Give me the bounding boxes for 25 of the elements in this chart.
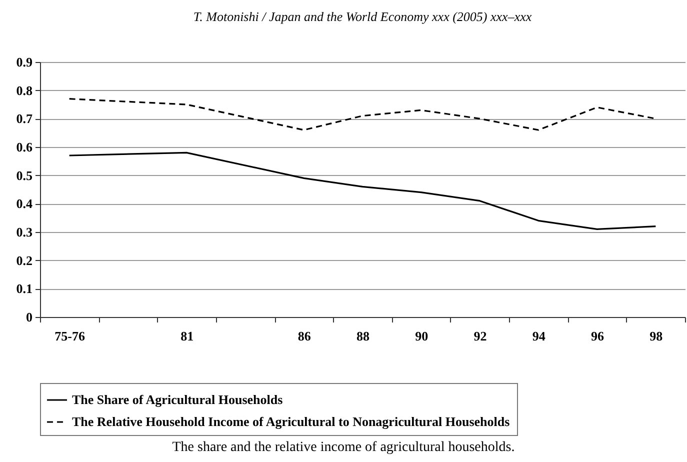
x-tick-label: 88 [356, 328, 370, 344]
y-tick-label: 0.2 [16, 252, 32, 268]
y-tick-label: 0.8 [16, 82, 33, 98]
x-tick-label: 75-76 [54, 328, 86, 344]
y-tick-label: 0.9 [16, 54, 33, 70]
line-series [68, 152, 656, 230]
y-tick-label: 0.1 [16, 281, 32, 296]
text: The share and the relative income of agricultural households. [171, 440, 516, 456]
legend-label: The Share of Agricultural Households [72, 392, 283, 407]
legend-label: The Relative Household Income of Agricultural to Nonagricultural Households [72, 414, 510, 429]
x-tick-label: 94 [532, 328, 546, 344]
y-tick-label: 0.3 [16, 224, 33, 240]
y-tick-label: 0 [26, 310, 32, 324]
x-tick-label: 81 [180, 328, 194, 344]
y-tick-label: 0.4 [16, 196, 33, 212]
x-tick-label: 96 [591, 328, 605, 344]
y-tick-label: 0.7 [16, 111, 33, 126]
x-tick-label: 90 [415, 328, 428, 344]
y-tick-label: 0.6 [16, 140, 33, 154]
chart-title: T. Motonishi / Japan and the World Economy xxx (2005) xxx–xxx [193, 9, 532, 24]
x-tick-label: 92 [474, 328, 487, 344]
x-tick-label: 98 [650, 328, 664, 344]
y-tick-label: 0.5 [16, 168, 33, 183]
x-tick-label: 86 [298, 328, 312, 344]
line-series [68, 98, 656, 131]
